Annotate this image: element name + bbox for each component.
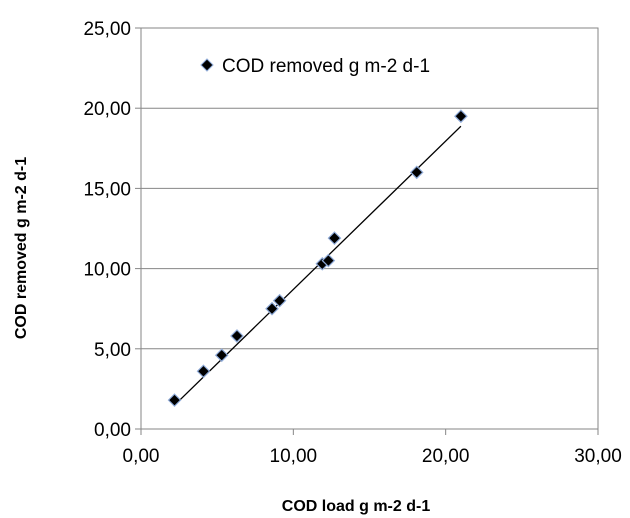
data-points	[167, 109, 468, 407]
y-tick-label: 15,00	[83, 179, 131, 200]
data-point	[409, 165, 424, 180]
y-tick-label: 25,00	[83, 19, 131, 40]
axis-ticks: 0,00 5,00 10,00 15,00 20,00 25,00 0,00 10,00 20,…	[83, 19, 621, 467]
data-point	[454, 109, 468, 124]
plot-area-frame	[140, 27, 599, 430]
data-point	[265, 301, 279, 316]
x-tick-label: 0,00	[123, 446, 160, 467]
y-tick-label: 0,00	[94, 420, 131, 441]
legend-entry: COD removed g m-2 d-1	[222, 56, 430, 77]
x-tick-label: 30,00	[574, 446, 622, 467]
data-point	[167, 393, 182, 407]
grid-lines	[141, 107, 598, 350]
legend: COD removed g m-2 d-1	[200, 56, 430, 77]
x-tick-label: 10,00	[270, 446, 318, 467]
legend-marker-icon	[200, 58, 214, 72]
data-point	[272, 293, 287, 308]
data-point	[214, 348, 229, 363]
x-tick-label: 20,00	[422, 446, 470, 467]
data-point	[196, 364, 211, 379]
x-axis-title: COD load g m-2 d-1	[282, 498, 431, 515]
data-point	[230, 329, 244, 343]
y-tick-label: 10,00	[83, 260, 131, 281]
y-axis-title: COD removed g m-2 d-1	[13, 157, 30, 339]
data-point	[327, 231, 342, 245]
y-tick-label: 5,00	[94, 340, 131, 361]
data-point	[321, 253, 336, 268]
y-tick-label: 20,00	[83, 99, 131, 120]
